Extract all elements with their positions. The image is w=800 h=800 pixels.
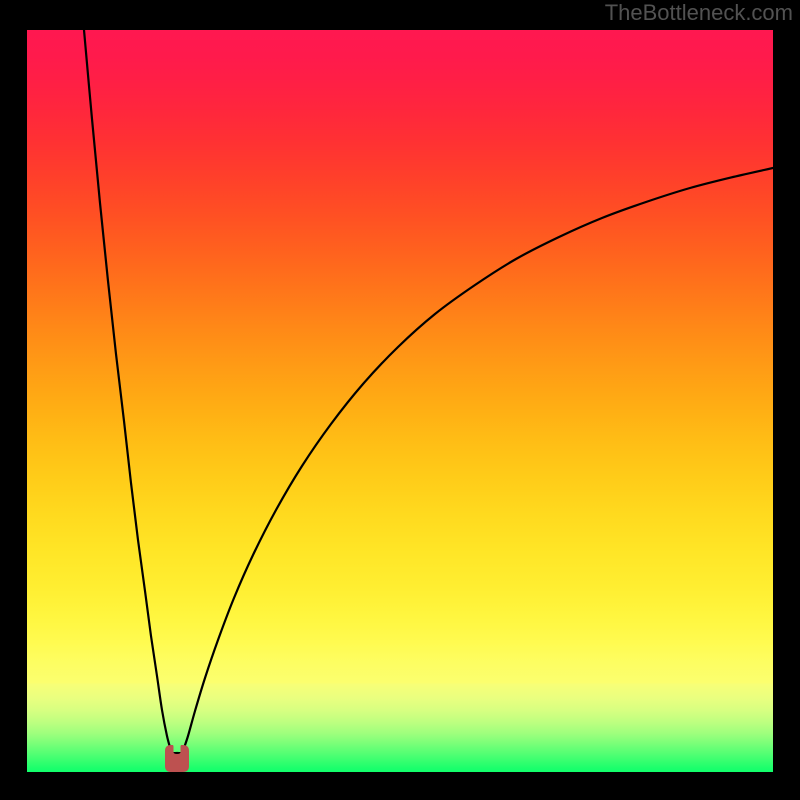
bottleneck-chart: TheBottleneck.com <box>0 0 800 800</box>
gradient-panel <box>27 30 773 772</box>
watermark-text: TheBottleneck.com <box>605 0 793 25</box>
